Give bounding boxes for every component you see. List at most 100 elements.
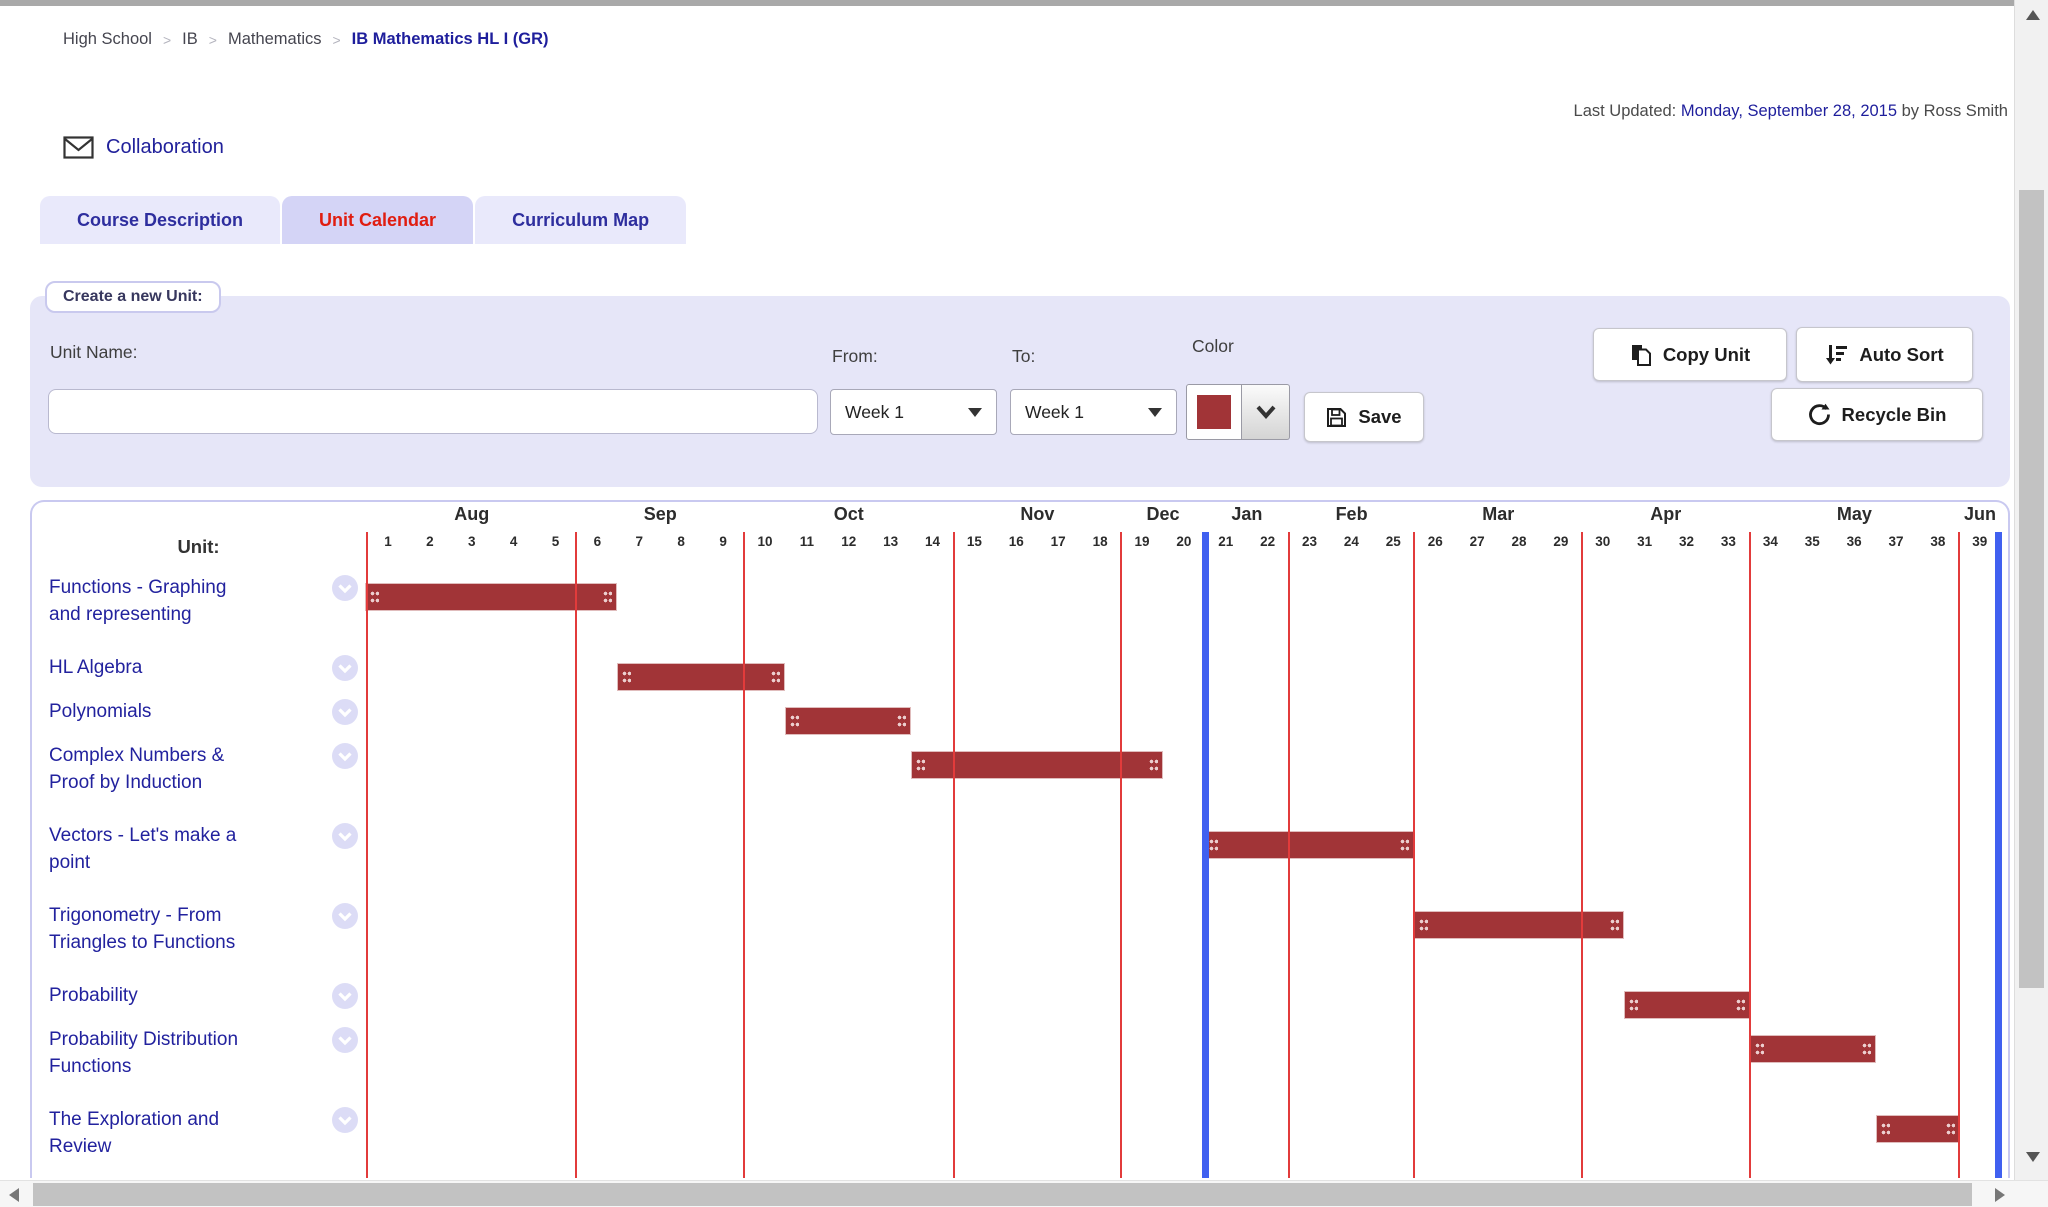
unit-menu-icon[interactable] [332,1027,358,1058]
last-updated-by: by Ross Smith [1901,102,2008,120]
copy-unit-button[interactable]: Copy Unit [1593,328,1787,381]
horizontal-scroll-thumb[interactable] [33,1183,1972,1206]
breadcrumb-item[interactable]: IB [182,30,198,48]
unit-menu-icon[interactable] [332,575,358,606]
unit-menu-icon[interactable] [332,983,358,1014]
unit-name-link[interactable]: The Exploration and Review [49,1109,220,1157]
scroll-up-icon[interactable] [2026,10,2040,20]
copy-unit-label: Copy Unit [1662,343,1751,365]
week-number: 27 [1469,534,1485,549]
breadcrumb-separator: > [208,31,217,48]
unit-name-cell: HL Algebra [32,654,365,681]
unit-row: Functions - Graphing and representing [32,574,2002,628]
unit-menu-icon[interactable] [332,823,358,854]
week-number: 10 [757,534,773,549]
week-number: 26 [1427,534,1443,549]
unit-name-link[interactable]: HL Algebra [49,657,143,678]
create-unit-title: Create a new Unit: [45,281,221,313]
unit-name-link[interactable]: Vectors - Let's make a point [49,825,237,873]
recycle-bin-button[interactable]: Recycle Bin [1771,388,1983,441]
scroll-down-icon[interactable] [2026,1152,2040,1162]
week-number: 5 [551,534,560,549]
tab-curriculum-map[interactable]: Curriculum Map [475,196,687,244]
unit-timeline [365,902,2002,956]
unit-name-link[interactable]: Functions - Graphing and representing [49,577,227,625]
unit-name-cell: Functions - Graphing and representing [32,574,365,628]
unit-menu-icon[interactable] [332,743,358,774]
week-number: 39 [1972,534,1988,549]
last-updated: Last Updated: Monday, September 28, 2015… [1574,102,2008,121]
week-number: 34 [1762,534,1778,549]
unit-bar[interactable] [1750,1035,1877,1063]
scroll-right-icon[interactable] [1995,1188,2005,1202]
week-number: 14 [925,534,941,549]
week-number: 21 [1218,534,1234,549]
unit-bar[interactable] [784,707,911,735]
breadcrumb-item[interactable]: High School [63,30,152,48]
unit-bar[interactable] [616,663,785,691]
auto-sort-button[interactable]: Auto Sort [1796,327,1973,382]
unit-name-input[interactable] [48,389,818,434]
breadcrumb-separator: > [162,31,172,48]
unit-row: Probability [32,982,2002,1019]
unit-name-cell: Polynomials [32,698,365,725]
week-header: 1 2 3 4 5 6 7 8 9 10 11 12 13 14 15 16 17 18 19 20 21 22 23 24 2… [367,534,2001,560]
breadcrumb-item[interactable]: Mathematics [227,30,322,48]
unit-bar[interactable] [365,583,617,611]
scroll-left-icon[interactable] [9,1188,19,1202]
recycle-bin-label: Recycle Bin [1841,403,1947,425]
unit-bar[interactable] [1204,831,1415,859]
collaboration-link[interactable]: Collaboration [63,136,224,159]
unit-menu-icon[interactable] [332,699,358,730]
unit-menu-icon[interactable] [332,655,358,686]
unit-menu-icon[interactable] [332,903,358,934]
unit-name-label: Unit Name: [50,342,138,362]
tab-unit-calendar[interactable]: Unit Calendar [282,196,474,244]
unit-name-link[interactable]: Complex Numbers & Proof by Induction [49,745,225,793]
unit-row: HL Algebra [32,654,2002,691]
last-updated-date: Monday, September 28, 2015 [1680,102,1898,120]
unit-name-cell: Complex Numbers & Proof by Induction [32,742,365,796]
unit-name-link[interactable]: Probability [49,985,138,1006]
to-week-select[interactable]: Week 1 [1010,389,1177,435]
unit-name-link[interactable]: Polynomials [49,701,152,722]
color-picker[interactable] [1186,384,1290,440]
week-number: 36 [1846,534,1862,549]
chevron-down-icon [968,407,982,417]
unit-name-cell: Probability [32,982,365,1009]
month-label: Sep [643,504,677,524]
unit-column-header: Unit: [177,536,220,557]
horizontal-scrollbar[interactable] [0,1180,2048,1207]
unit-bar[interactable] [1414,911,1625,939]
unit-name-link[interactable]: Trigonometry - From Triangles to Function… [49,905,236,953]
week-number: 35 [1804,534,1820,549]
week-number: 9 [719,534,727,549]
vertical-scrollbar[interactable] [2014,0,2048,1180]
save-button[interactable]: Save [1304,392,1424,442]
tab-course-description[interactable]: Course Description [40,196,281,244]
unit-bar[interactable] [1876,1115,1960,1143]
month-label: Jan [1231,504,1263,524]
unit-timeline [365,1106,2002,1160]
color-label: Color [1192,336,1234,356]
unit-bar[interactable] [1624,991,1751,1019]
breadcrumb-separator: > [332,31,341,48]
unit-bar[interactable] [910,751,1163,779]
color-dropdown-button[interactable] [1242,384,1290,440]
month-label: May [1836,504,1872,524]
unit-menu-icon[interactable] [332,1107,358,1138]
recycle-icon [1808,403,1830,426]
week-number: 7 [635,534,644,549]
week-number: 33 [1720,534,1736,549]
from-week-select[interactable]: Week 1 [830,389,997,435]
unit-name-link[interactable]: Probability Distribution Functions [49,1029,239,1077]
chevron-down-icon [1256,405,1275,419]
unit-timeline [365,698,2002,735]
vertical-scroll-thumb[interactable] [2019,190,2044,988]
copy-icon [1631,344,1651,366]
week-number: 4 [509,534,518,549]
auto-sort-label: Auto Sort [1859,343,1944,365]
month-header: Aug Sep Oct Nov Dec Jan Feb Mar Apr May Jun [367,504,2001,532]
